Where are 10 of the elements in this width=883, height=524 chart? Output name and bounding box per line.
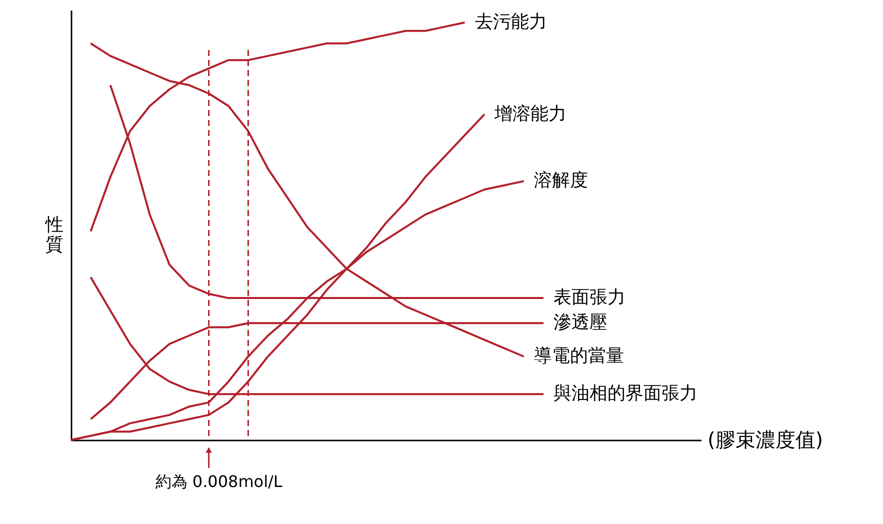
- series-label: 滲透壓: [554, 312, 608, 334]
- series-label: 增溶能力: [493, 103, 566, 124]
- series-label: 溶解度: [534, 170, 588, 192]
- series-label: 與油相的界面張力: [554, 383, 698, 404]
- series-label: 導電的當量: [534, 346, 624, 367]
- y-axis-title: 性質: [44, 214, 64, 256]
- x-axis-title: (膠束濃度值): [708, 428, 824, 452]
- series-label: 去污能力: [474, 12, 547, 33]
- text: 約為 0.008mol/L: [155, 472, 282, 491]
- series-label: 表面張力: [554, 287, 626, 308]
